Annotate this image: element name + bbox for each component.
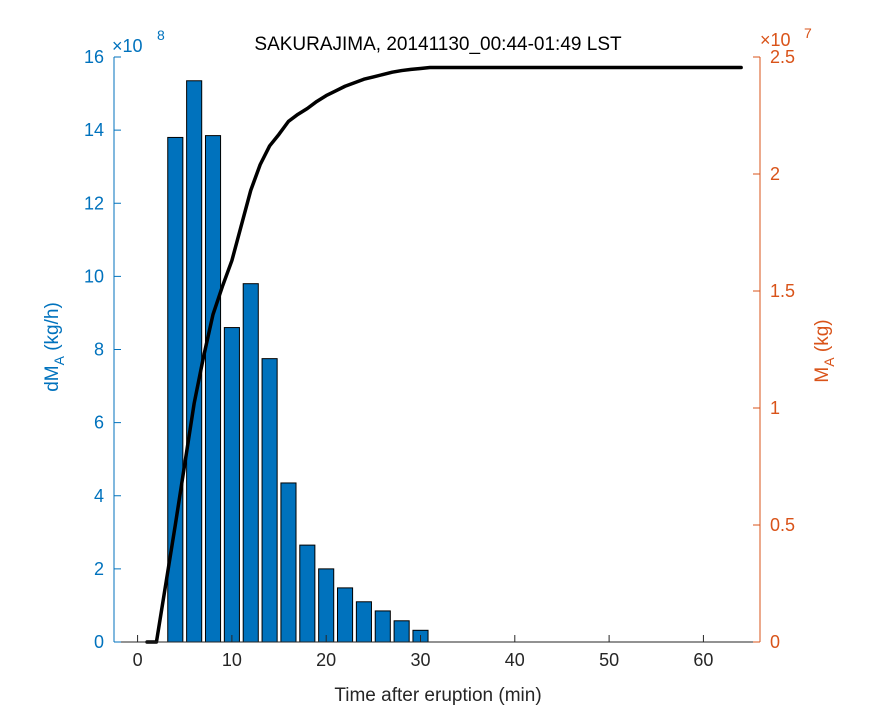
right-tick-label: 1	[770, 398, 780, 418]
right-axis-label-unit: (kg)	[812, 319, 833, 357]
left-tick-label: 12	[84, 193, 104, 213]
left-axis-exponent: ×10 8	[112, 27, 165, 56]
left-tick-label: 2	[94, 559, 104, 579]
left-tick-label: 14	[84, 120, 104, 140]
x-tick-label: 20	[316, 650, 336, 670]
left-axis-label: dMA (kg/h)	[42, 302, 67, 392]
bar	[223, 327, 240, 643]
left-axis-exponent-base: ×10	[112, 36, 143, 56]
bar	[355, 601, 372, 643]
x-axis-label: Time after eruption (min)	[334, 685, 541, 706]
bar	[318, 568, 335, 643]
left-tick-label: 16	[84, 47, 104, 67]
cumulative-line	[145, 65, 743, 644]
left-tick-label: 8	[94, 340, 104, 360]
left-axis-label-main: dM	[42, 365, 63, 391]
right-axis-exponent: ×10 7	[760, 25, 812, 50]
right-axis-exponent-base: ×10	[760, 30, 791, 50]
x-tick-label: 60	[693, 650, 713, 670]
axes-layer: 0 10 20 30 40 50 60 0 2 4 6 8 10 12 14 16 0 0.5 1 1.5 2 2.5	[84, 47, 795, 670]
bar	[393, 620, 410, 643]
bar	[337, 587, 354, 643]
bars-layer	[167, 80, 429, 643]
line-layer	[145, 65, 743, 644]
right-axis-label: MA (kg)	[812, 319, 837, 382]
right-tick-label: 0.5	[770, 515, 795, 535]
right-axis-label-sub: A	[821, 357, 837, 367]
bar	[204, 135, 222, 643]
bar	[261, 358, 278, 643]
left-tick-label: 10	[84, 266, 104, 286]
bar	[374, 610, 391, 643]
right-axis-label-main: M	[812, 367, 833, 383]
bar	[186, 80, 203, 643]
x-tick-label: 0	[133, 650, 143, 670]
right-axis-exponent-power: 7	[804, 25, 812, 41]
left-axis-label-sub: A	[51, 355, 67, 365]
x-tick-label: 50	[599, 650, 619, 670]
bar	[299, 544, 316, 643]
right-tick-label: 1.5	[770, 281, 795, 301]
bar	[280, 482, 297, 643]
right-tick-label: 0	[770, 632, 780, 652]
left-tick-label: 4	[94, 486, 104, 506]
left-tick-label: 0	[94, 632, 104, 652]
chart-title: SAKURAJIMA, 20141130_00:44-01:49 LST	[254, 34, 622, 55]
x-tick-label: 40	[505, 650, 525, 670]
x-tick-label: 30	[410, 650, 430, 670]
left-axis-label-unit: (kg/h)	[42, 302, 63, 356]
left-axis-exponent-power: 8	[157, 27, 165, 43]
bar	[242, 283, 259, 643]
right-tick-label: 2.5	[770, 47, 795, 67]
right-tick-label: 2	[770, 164, 780, 184]
x-tick-label: 10	[222, 650, 242, 670]
left-tick-label: 6	[94, 413, 104, 433]
